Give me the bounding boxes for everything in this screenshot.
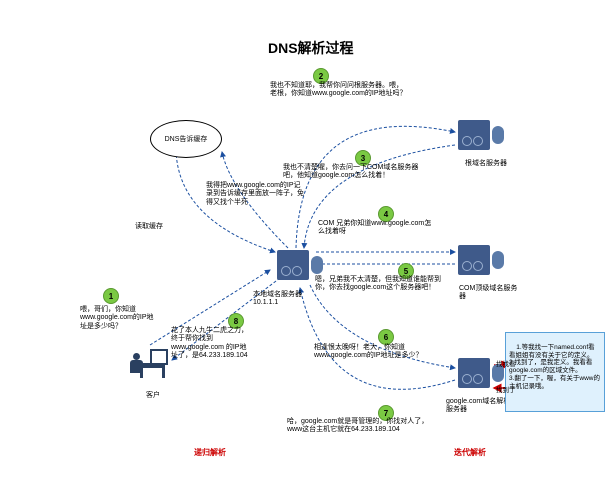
step-7-text: 哈，google.com就是哥管理的，你找对人了，www这台主机它就在64.23… xyxy=(287,418,437,435)
google-server-balloon: 1.等我找一下named.conf看看姐姐有没有关于它的定义。 2.找到了，是我… xyxy=(505,332,605,412)
write-cache-label: 我得把www.google.com的IP记录到告诉缓存里面放一阵子，免得又找个半… xyxy=(206,182,306,207)
step-2-text: 我也不知道耶，我帮你问问根服务器。喂，老根，你知道www.google.com的… xyxy=(270,82,408,99)
root-server-label: 根域名服务器 xyxy=(465,160,507,168)
com-server-icon xyxy=(458,245,498,280)
dns-cache-label: DNS告诉缓存 xyxy=(165,134,208,144)
iterative-label: 迭代解析 xyxy=(454,448,486,458)
find-look-label: 找找看 xyxy=(496,358,516,368)
step-6-text: 相逢恨太晚呀！老大，你知道www.google.com的IP地址是多少？ xyxy=(314,344,444,361)
read-cache-label: 读取缓存 xyxy=(135,223,163,231)
client-label: 客户 xyxy=(146,392,160,400)
step-8-text: 花了本人九牛二虎之力，终于帮你找到 www.google.com 的IP地址了，… xyxy=(171,327,249,361)
find-found-label: 找到了 xyxy=(496,384,516,394)
dns-cache-oval: DNS告诉缓存 xyxy=(150,120,222,158)
com-server-label: COM顶级域名服务器 xyxy=(459,285,519,302)
balloon-text: 1.等我找一下named.conf看看姐姐有没有关于它的定义。 2.找到了，是我… xyxy=(509,344,600,390)
step-1-text: 喂，哥们，你知道www.google.com的IP地址是多少吗？ xyxy=(80,306,160,331)
step-6-badge: 6 xyxy=(378,329,394,345)
client-icon xyxy=(130,345,170,385)
recursive-label: 递归解析 xyxy=(194,448,226,458)
step-5-text: 嗯，兄弟我不太清楚，但我知道谁能帮到你，你去找google.com这个服务器吧！ xyxy=(315,276,445,293)
root-server-icon xyxy=(458,120,498,155)
diagram-title: DNS解析过程 xyxy=(268,38,354,58)
step-3-text: 我也不清楚喔，你去问一下COM域名服务器吧，他知道google.com怎么找着！ xyxy=(283,164,421,181)
step-1-badge: 1 xyxy=(103,288,119,304)
step-4-text: COM 兄弟你知道www.google.com怎么找着呀 xyxy=(318,220,438,237)
diagram-canvas: DNS解析过程 DNS告诉缓存 本地域名服务器10.1.1.1 根域名服务器 C… xyxy=(0,0,615,500)
local-dns-server-label: 本地域名服务器10.1.1.1 xyxy=(253,291,321,308)
local-dns-server-icon xyxy=(277,250,317,285)
google-server-icon xyxy=(458,358,498,393)
